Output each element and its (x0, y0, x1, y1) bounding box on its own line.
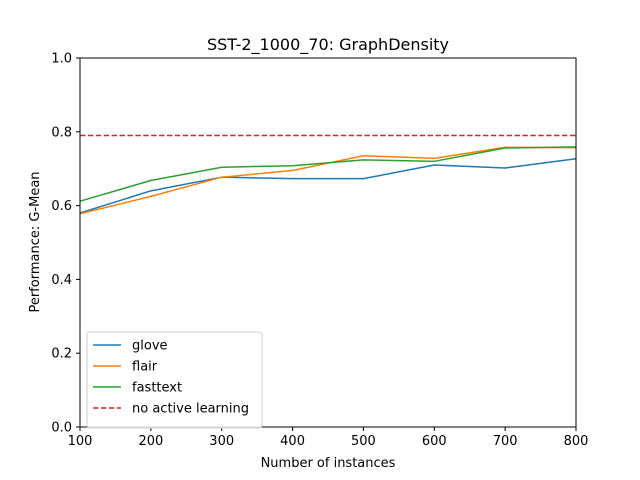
x-axis-ticks: 100 200 300 400 500 600 700 800 (68, 427, 589, 449)
y-axis-ticks: 0.0 0.2 0.4 0.6 0.8 1.0 (51, 52, 80, 436)
series-line-0 (79, 157, 577, 214)
x-tick-label: 300 (209, 434, 234, 449)
legend-entry: glove (132, 339, 168, 354)
legend-box (86, 331, 263, 429)
x-tick-label: 500 (351, 434, 376, 449)
y-tick-label: 1.0 (51, 52, 72, 67)
x-tick-label: 400 (280, 434, 305, 449)
legend-entry: no active learning (132, 402, 249, 417)
x-tick-label: 100 (68, 434, 93, 449)
series-line-2 (79, 146, 577, 202)
y-tick-label: 0.8 (51, 125, 72, 140)
y-tick-label: 0.2 (51, 347, 72, 362)
legend-entry: flair (132, 360, 158, 375)
x-tick-label: 800 (564, 434, 589, 449)
y-tick-label: 0.6 (51, 199, 72, 214)
legend-entry: fasttext (132, 381, 182, 396)
x-tick-label: 200 (138, 434, 163, 449)
x-axis-label: Number of instances (261, 456, 396, 471)
y-tick-label: 0.0 (51, 421, 72, 436)
legend: glove flair fasttext no active learning (86, 331, 263, 429)
x-tick-label: 600 (422, 434, 447, 449)
x-tick-label: 700 (493, 434, 518, 449)
plot-frame (79, 57, 577, 428)
y-axis-label: Performance: G-Mean (28, 171, 43, 312)
chart-title: SST-2_1000_70: GraphDensity (207, 35, 449, 55)
plot-area (79, 57, 577, 428)
y-tick-label: 0.4 (51, 273, 72, 288)
